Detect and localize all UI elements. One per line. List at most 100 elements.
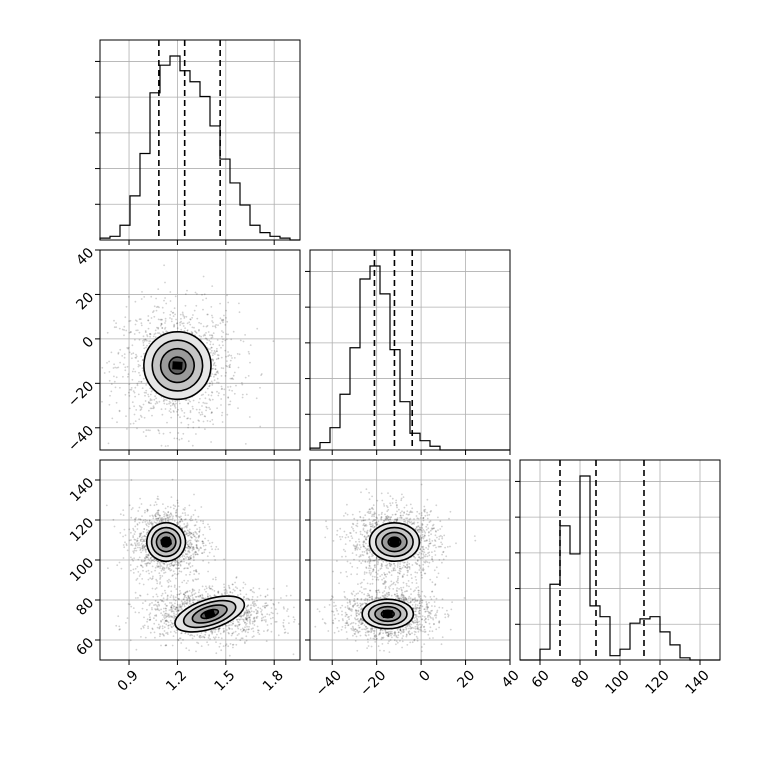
scatter-point [190, 517, 192, 520]
scatter-point [366, 529, 369, 532]
scatter-point [223, 589, 226, 591]
scatter-point [231, 357, 233, 359]
scatter-point [368, 508, 371, 511]
scatter-point [266, 588, 269, 591]
scatter-point [197, 419, 200, 422]
scatter-point [206, 324, 209, 327]
scatter-point [140, 532, 143, 535]
scatter-point [205, 332, 207, 334]
scatter-point [138, 532, 141, 535]
scatter-point [369, 567, 372, 570]
scatter-point [164, 620, 167, 622]
scatter-point [213, 375, 215, 378]
scatter-point [129, 603, 131, 606]
scatter-point [144, 400, 147, 402]
scatter-point [203, 636, 206, 639]
scatter-point [156, 595, 159, 598]
scatter-point [135, 409, 138, 411]
scatter-point [169, 596, 172, 598]
scatter-point [170, 606, 173, 608]
scatter-point [191, 599, 194, 602]
scatter-point [361, 554, 364, 556]
scatter-point [284, 631, 287, 634]
scatter-point [134, 323, 137, 326]
scatter-point [169, 300, 172, 302]
scatter-point [161, 327, 164, 329]
scatter-point [172, 595, 175, 598]
scatter-point [206, 420, 209, 422]
scatter-point [163, 264, 166, 267]
scatter-point [403, 511, 405, 514]
scatter-point [372, 569, 375, 572]
scatter-point [145, 564, 148, 566]
scatter-point [241, 393, 244, 396]
scatter-point [161, 600, 163, 602]
scatter-point [143, 624, 146, 627]
scatter-point [246, 620, 249, 622]
scatter-point [293, 621, 295, 623]
scatter-point [131, 378, 134, 381]
scatter-point [401, 560, 404, 563]
scatter-point [217, 628, 220, 631]
scatter-point [173, 437, 176, 440]
scatter-point [209, 340, 212, 343]
scatter-point [152, 559, 155, 562]
scatter-point [217, 357, 220, 360]
scatter-point [255, 608, 257, 611]
scatter-point [163, 634, 165, 637]
scatter-point [376, 560, 379, 563]
scatter-point [249, 619, 252, 622]
scatter-point [136, 540, 138, 543]
scatter-point [234, 630, 237, 633]
scatter-point [190, 545, 193, 548]
scatter-point [177, 414, 180, 416]
scatter-point [406, 517, 409, 520]
scatter-point [245, 622, 248, 625]
scatter-point [227, 333, 230, 336]
scatter-point [252, 627, 254, 630]
scatter-point [386, 506, 389, 509]
scatter-point [195, 304, 198, 307]
scatter-point [231, 377, 234, 380]
scatter-point [401, 566, 404, 569]
scatter-point [188, 543, 191, 545]
scatter-point [236, 353, 239, 355]
scatter-point [188, 399, 190, 401]
scatter-point [224, 588, 227, 591]
scatter-point [196, 634, 199, 636]
scatter-point [183, 526, 186, 529]
scatter-point [189, 566, 192, 568]
scatter-point [376, 573, 379, 575]
scatter-point [141, 566, 144, 569]
scatter-point [164, 607, 167, 610]
scatter-point [428, 551, 431, 554]
scatter-point [225, 333, 228, 335]
scatter-point [229, 403, 231, 406]
scatter-point [187, 556, 190, 559]
scatter-point [140, 408, 143, 410]
scatter-point [171, 615, 174, 618]
scatter-point [187, 534, 190, 537]
scatter-point [429, 542, 432, 545]
scatter-point [361, 533, 364, 536]
scatter-point [196, 317, 199, 320]
scatter-point [251, 636, 254, 638]
scatter-point [242, 596, 245, 598]
scatter-point [159, 565, 162, 567]
scatter-point [148, 604, 151, 607]
scatter-point [211, 285, 214, 287]
scatter-point [185, 557, 187, 559]
scatter-point [167, 627, 170, 630]
scatter-point [343, 530, 346, 533]
scatter-point [372, 508, 375, 510]
scatter-point [204, 397, 207, 400]
scatter-point [203, 333, 206, 336]
scatter-point [226, 592, 228, 594]
scatter-point [212, 628, 215, 631]
scatter-point [188, 602, 191, 605]
scatter-point [173, 614, 176, 617]
scatter-point [247, 598, 250, 600]
scatter-point [177, 561, 180, 564]
scatter-point [159, 333, 162, 336]
scatter-point [149, 612, 152, 615]
